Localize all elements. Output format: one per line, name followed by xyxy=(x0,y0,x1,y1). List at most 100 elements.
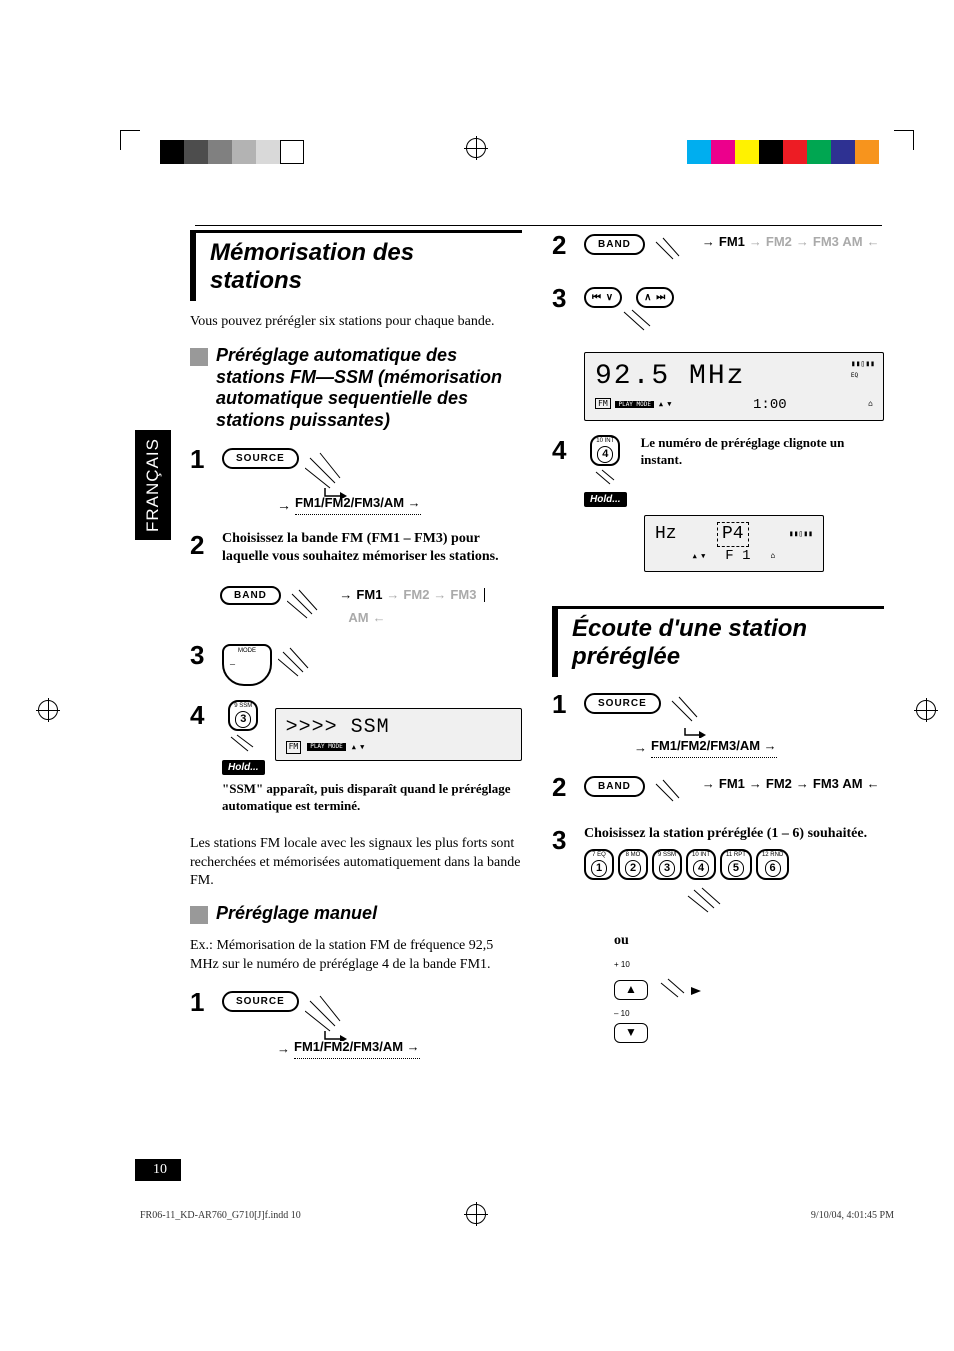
step-number: 4 xyxy=(552,435,574,466)
vol-down-label: – 10 xyxy=(614,1009,630,1019)
step-number: 1 xyxy=(552,689,574,720)
listen-step-1: 1 SOURCE → FM1/FM2/FM3/AM → xyxy=(552,689,884,758)
step-number: 2 xyxy=(190,530,212,561)
listen-step-2: 2 BAND →FM1 →FM2 →FM3 AM← xyxy=(552,772,884,811)
flow-label: FM1/FM2/FM3/AM xyxy=(651,738,760,753)
manual-step-1: 1 SOURCE → FM1/FM2/FM3/AM → xyxy=(190,987,522,1059)
band-button: BAND xyxy=(584,234,645,255)
click-lines-icon xyxy=(651,234,696,269)
source-button: SOURCE xyxy=(584,693,661,714)
preset-button: 11 RPT5 xyxy=(720,849,752,880)
step-text: Choisissez la bande FM (FM1 – FM3) pour … xyxy=(222,530,522,566)
fm1-label: FM1 xyxy=(719,776,745,793)
right-step-4: 4 10 INT 4 Hold... Le numéro de prérégla… xyxy=(552,435,884,572)
preset-display: Hz P4 ▮▮▯▮▮ ▲ ▼ F 1 ⌂ xyxy=(644,515,824,573)
click-lines-icon xyxy=(614,308,684,338)
am-label: AM xyxy=(842,776,862,793)
ssm-display: >>>> SSM FMPLAY MODE▲ ▼ xyxy=(275,708,522,760)
page-content: FRANÇAIS Mémorisation des stations Vous … xyxy=(190,230,884,1171)
step-4: 4 9 SSM 3 Hold... >>>> SSM xyxy=(190,700,522,821)
preset-button: 10 INT4 xyxy=(686,849,716,880)
click-lines-icon xyxy=(684,886,764,916)
step-number: 3 xyxy=(190,640,212,671)
listen-title: Écoute d'une station préréglée xyxy=(552,606,884,677)
freq-display: 92.5 MHz ▮▮▯▮▮EQ FM PLAY MODE ▲ ▼ 1:00 ⌂ xyxy=(584,352,884,421)
prev-button: ⏮︎ ∨ xyxy=(584,287,622,308)
registration-target xyxy=(38,700,58,720)
mode-dial xyxy=(222,644,272,686)
fm2-label: FM2 xyxy=(766,776,792,793)
or-label: ou xyxy=(614,932,884,950)
click-lines-icon xyxy=(667,693,722,738)
language-tab: FRANÇAIS xyxy=(135,430,171,540)
house-icon: ⌂ xyxy=(771,551,776,561)
click-lines-icon xyxy=(588,468,623,490)
preset-button: 9 SSM3 xyxy=(652,849,682,880)
step-number: 1 xyxy=(190,987,212,1018)
bullet-box xyxy=(190,348,208,366)
flow-label: FM1/FM2/FM3/AM xyxy=(295,495,404,510)
click-lines-icon xyxy=(287,586,334,626)
preset-button: 7 EQ1 xyxy=(584,849,614,880)
manual-example: Ex.: Mémorisation de la station FM de fr… xyxy=(190,937,522,975)
ssm-text: >>>> SSM xyxy=(286,715,511,741)
next-button: ∧ ⏭︎ xyxy=(636,287,674,308)
click-lines-icon xyxy=(223,733,263,758)
preset-button: 12 RND6 xyxy=(756,849,789,880)
fm1-label: FM1 xyxy=(356,587,382,602)
fm2-label: FM2 xyxy=(766,234,792,251)
ssm-caption: "SSM" apparaît, puis disparaît quand le … xyxy=(222,781,522,815)
vol-up-label: + 10 xyxy=(614,960,630,970)
step-number: 4 xyxy=(190,700,212,731)
footer-right: 9/10/04, 4:01:45 PM xyxy=(811,1210,894,1221)
subheading-text: Préréglage manuel xyxy=(216,903,377,925)
clock-value: 1:00 xyxy=(753,396,787,414)
flow-label: FM1/FM2/FM3/AM xyxy=(294,1039,403,1054)
footer-left: FR06-11_KD-AR760_G710[J]f.indd 10 xyxy=(140,1210,301,1221)
header-rule xyxy=(195,225,882,226)
click-lines-icon xyxy=(305,448,365,498)
section-title: Mémorisation des stations xyxy=(190,230,522,301)
fm2-label: FM2 xyxy=(403,587,429,602)
right-step-2: 2 BAND →FM1 →FM2 →FM3 AM← xyxy=(552,230,884,269)
manual-page: FRANÇAIS Mémorisation des stations Vous … xyxy=(0,0,954,1351)
click-lines-icon xyxy=(651,776,696,811)
step-number: 3 xyxy=(552,825,574,856)
page-number: 10 xyxy=(135,1159,181,1181)
house-icon: ⌂ xyxy=(868,399,873,409)
step-number: 1 xyxy=(190,444,212,475)
step-1: 1 SOURCE → FM1/FM2/FM3/AM → xyxy=(190,444,522,516)
step-number: 2 xyxy=(552,772,574,803)
left-column: FRANÇAIS Mémorisation des stations Vous … xyxy=(190,230,522,1171)
signal-meter-icon: ▮▮▯▮▮EQ xyxy=(851,359,875,380)
am-label: AM xyxy=(348,610,368,625)
fm3-label: FM3 xyxy=(450,587,476,602)
bullet-box xyxy=(190,906,208,924)
band-button: BAND xyxy=(220,586,281,605)
color-bar xyxy=(687,140,879,164)
step3-text: Choisissez la station préréglée (1 – 6) … xyxy=(584,825,884,843)
fm3-label: FM3 xyxy=(813,776,839,793)
hold-label: Hold... xyxy=(222,760,265,775)
click-lines-icon xyxy=(278,644,328,684)
fm1-label: FM1 xyxy=(719,234,745,251)
step4-text: Le numéro de préréglage clignote un inst… xyxy=(641,435,884,469)
vol-up-button: ▲ xyxy=(614,980,648,1000)
intro-text: Vous pouvez prérégler six stations pour … xyxy=(190,313,522,331)
subheading-manual: Préréglage manuel xyxy=(190,903,522,925)
auto-note: Les stations FM locale avec les signaux … xyxy=(190,835,522,892)
step-2: 2 Choisissez la bande FM (FM1 – FM3) pou… xyxy=(190,530,522,572)
hold-label: Hold... xyxy=(584,492,627,507)
am-label: AM xyxy=(842,234,862,251)
step-number: 2 xyxy=(552,230,574,261)
source-button: SOURCE xyxy=(222,991,299,1012)
grayscale-bar xyxy=(160,140,304,164)
subheading-text: Préréglage automatique des stations FM—S… xyxy=(216,345,522,431)
source-button: SOURCE xyxy=(222,448,299,469)
vol-down-button: ▼ xyxy=(614,1023,648,1043)
registration-target xyxy=(916,700,936,720)
step-3: 3 xyxy=(190,640,522,686)
click-lines-icon xyxy=(656,975,706,1005)
crop-mark xyxy=(894,130,914,150)
listen-step-3: 3 Choisissez la station préréglée (1 – 6… xyxy=(552,825,884,1043)
